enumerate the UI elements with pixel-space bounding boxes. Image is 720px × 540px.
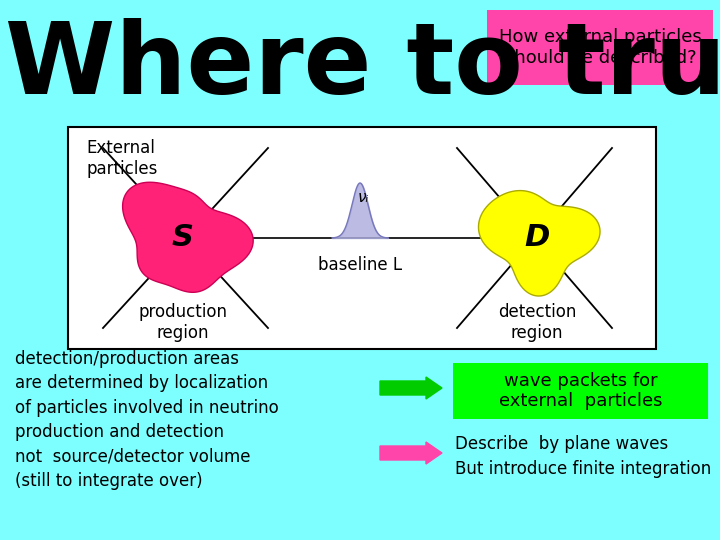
FancyBboxPatch shape xyxy=(487,10,713,85)
FancyArrow shape xyxy=(380,377,442,399)
Text: Describe  by plane waves
But introduce finite integration: Describe by plane waves But introduce fi… xyxy=(455,435,711,478)
Text: Where to truncate?: Where to truncate? xyxy=(5,18,720,115)
Polygon shape xyxy=(479,191,600,296)
Polygon shape xyxy=(122,182,253,292)
Text: baseline L: baseline L xyxy=(318,256,402,274)
Text: How external particles
Should be described?: How external particles Should be describ… xyxy=(499,28,701,67)
Text: wave packets for
external  particles: wave packets for external particles xyxy=(499,372,662,410)
Text: S: S xyxy=(172,224,194,253)
Text: detection/production areas
are determined by localization
of particles involved : detection/production areas are determine… xyxy=(15,350,279,489)
Text: External
particles: External particles xyxy=(86,139,158,178)
FancyBboxPatch shape xyxy=(453,363,708,419)
FancyBboxPatch shape xyxy=(68,127,656,349)
FancyArrow shape xyxy=(380,442,442,464)
Text: detection
region: detection region xyxy=(498,303,576,342)
Text: νᵢ: νᵢ xyxy=(357,191,369,206)
Text: D: D xyxy=(524,224,549,253)
Text: production
region: production region xyxy=(138,303,228,342)
